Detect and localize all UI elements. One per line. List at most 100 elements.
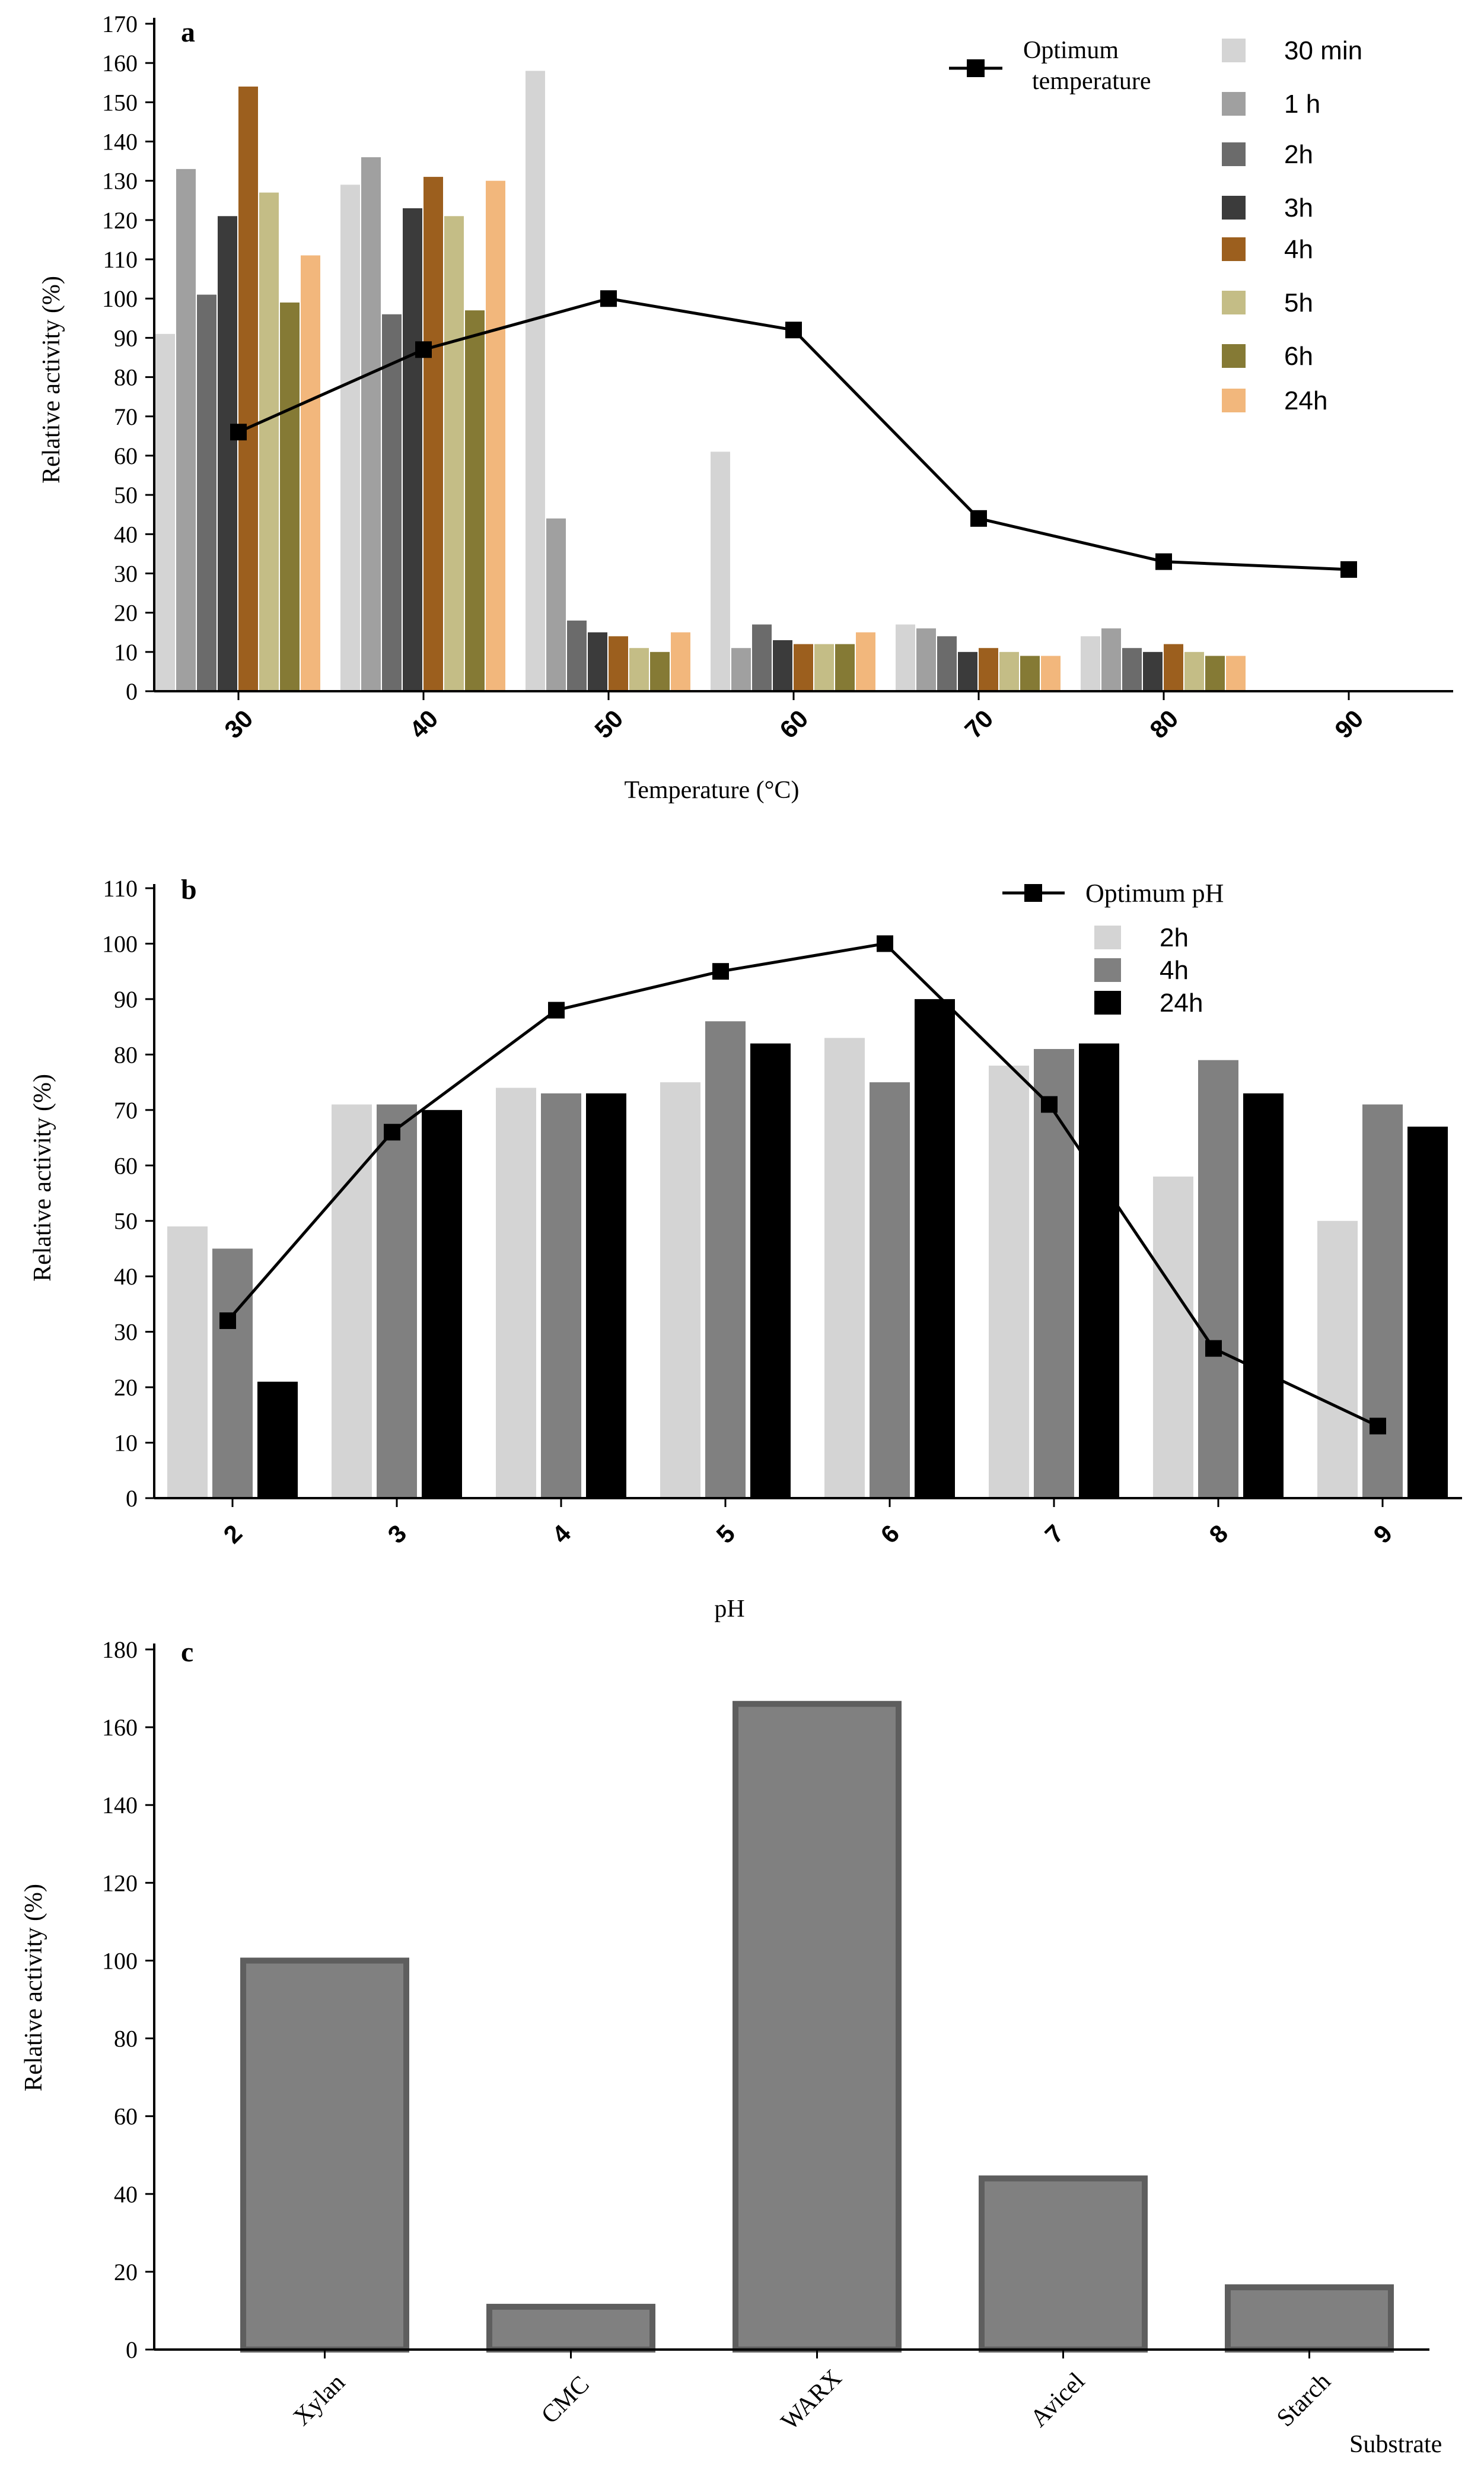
x-tick-label-2: 2 [218, 1519, 247, 1549]
bar-5h-50 [629, 648, 649, 691]
optimum-ph-point-3 [384, 1124, 400, 1141]
legend-swatch-24h [1222, 389, 1246, 412]
y-tick-label-60: 60 [114, 443, 138, 469]
panel-a-legend: Optimum temperature 30 min 1 h 2h 3h 4h … [949, 36, 1362, 415]
bar-2h-ph9 [1317, 1220, 1358, 1498]
bar-3h-70 [958, 651, 977, 691]
x-tick-label-6: 6 [875, 1519, 905, 1549]
bar-1h-30 [176, 169, 196, 692]
bar-24h-ph2 [257, 1381, 298, 1498]
bar-1h-60 [731, 648, 751, 691]
optimum-temperature-point-70 [970, 510, 987, 527]
bar-2h-ph6 [824, 1038, 865, 1498]
bar-2h-70 [937, 636, 957, 691]
bar-24h-ph3 [422, 1110, 462, 1498]
bar-3h-50 [588, 632, 607, 691]
bar-4h-50 [609, 636, 628, 691]
y-tick-label-60: 60 [114, 2103, 138, 2130]
x-tick-label-avicel: Avicel [1026, 2367, 1090, 2432]
bar-5h-30 [259, 192, 279, 691]
y-tick-label-50: 50 [114, 1208, 138, 1235]
bar-30min-30 [155, 333, 175, 691]
bar-24h-ph4 [586, 1093, 626, 1498]
y-tick-label-100: 100 [102, 930, 138, 957]
legend-label-5h: 5h [1284, 288, 1313, 317]
panel-b-optimum-line [219, 935, 1386, 1435]
panel-a: a Relative activity (%) Temperature (°C)… [38, 11, 1453, 804]
panel-c-bars [240, 1700, 1394, 2353]
legend-swatch-1h [1222, 92, 1246, 116]
legend-square-marker-icon [967, 59, 985, 77]
y-tick-label-140: 140 [102, 129, 138, 155]
optimum-temperature-point-30 [230, 424, 247, 441]
bar-2h-60 [752, 624, 772, 691]
legend-swatch-2h [1094, 926, 1121, 949]
y-tick-label-40: 40 [114, 1263, 138, 1290]
bar-4h-60 [794, 644, 813, 691]
bar-2h-ph4 [496, 1088, 536, 1498]
bar-6h-50 [650, 651, 670, 691]
bar-2h-ph3 [332, 1104, 372, 1498]
panel-b: b Relative activity (%) pH 2 3 4 5 6 7 8 9 0 10 2… [29, 874, 1462, 1623]
y-tick-label-160: 160 [102, 50, 138, 77]
optimum-ph-line [227, 942, 1379, 1428]
y-tick-label-100: 100 [102, 1947, 138, 1974]
optimum-ph-point-8 [1205, 1340, 1222, 1357]
y-tick-label-70: 70 [114, 1097, 138, 1124]
bar-4h-30 [238, 86, 258, 692]
x-tick-label-4: 4 [546, 1519, 576, 1549]
x-tick-label-cmc: CMC [536, 2371, 595, 2430]
x-tick-label-30: 30 [219, 704, 258, 743]
bar-5h-60 [814, 644, 834, 691]
bar-4h-ph3 [377, 1104, 417, 1498]
bar-2h-ph8 [1153, 1176, 1193, 1498]
legend-optimum-ph-label: Optimum pH [1085, 879, 1224, 908]
bar-avicel [979, 2175, 1148, 2353]
bar-5h-70 [999, 651, 1019, 691]
bar-5h-80 [1184, 651, 1204, 691]
bar-6h-70 [1020, 656, 1040, 691]
y-tick-label-170: 170 [102, 11, 138, 37]
y-tick-label-90: 90 [114, 325, 138, 351]
panel-a-x-axis-label: Temperature (°C) [625, 777, 800, 804]
legend-square-marker-icon [1024, 884, 1042, 902]
legend-swatch-4h [1094, 958, 1121, 982]
panel-c-label: c [181, 1636, 193, 1668]
bar-2h-ph5 [660, 1082, 700, 1498]
panel-a-bars [155, 71, 1246, 692]
legend-swatch-24h [1094, 991, 1121, 1015]
y-tick-label-140: 140 [102, 1792, 138, 1819]
y-tick-label-110: 110 [103, 246, 138, 273]
panel-c: c Relative activity (%) Substrate Xylan C… [20, 1636, 1442, 2458]
y-tick-label-80: 80 [114, 1041, 138, 1068]
bar-24h-30 [301, 255, 320, 691]
optimum-temperature-point-90 [1340, 561, 1357, 578]
bar-4h-ph5 [705, 1021, 746, 1498]
x-tick-label-warx: WARX [776, 2364, 847, 2436]
bar-2h-80 [1122, 648, 1142, 691]
bar-30min-60 [711, 452, 730, 691]
bar-4h-40 [423, 177, 443, 691]
legend-swatch-4h [1222, 237, 1246, 261]
bar-1h-40 [361, 157, 381, 691]
x-tick-label-starch: Starch [1272, 2368, 1336, 2432]
legend-label-2h: 2h [1284, 140, 1313, 169]
optimum-ph-point-7 [1041, 1096, 1058, 1113]
x-tick-label-9: 9 [1368, 1519, 1397, 1549]
bar-4h-80 [1164, 644, 1183, 691]
optimum-ph-point-5 [712, 963, 729, 980]
bar-5h-40 [444, 216, 464, 691]
bar-4h-ph8 [1198, 1060, 1238, 1498]
panel-b-legend: Optimum pH 2h 4h 24h [1002, 879, 1224, 1018]
panel-c-x-axis-label: Substrate [1349, 2431, 1442, 2458]
bar-6h-80 [1205, 656, 1225, 691]
legend-optimum-temperature-line2: temperature [1032, 68, 1151, 95]
bar-1h-80 [1101, 628, 1121, 691]
y-tick-label-100: 100 [102, 285, 138, 312]
bar-cmc [486, 2303, 655, 2353]
bar-4h-ph2 [212, 1248, 253, 1498]
panel-a-x-ticks: 30 40 50 60 70 80 90 [219, 691, 1368, 743]
bar-3h-40 [403, 208, 422, 691]
legend-label-4h: 4h [1160, 956, 1189, 985]
